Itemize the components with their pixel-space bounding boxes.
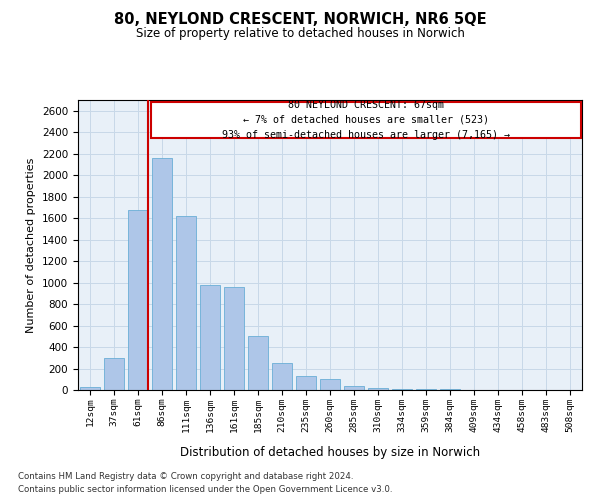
Bar (344, 386, 364, 390)
Bar (368, 388, 388, 390)
Text: 80 NEYLOND CRESCENT: 67sqm
← 7% of detached houses are smaller (523)
93% of semi: 80 NEYLOND CRESCENT: 67sqm ← 7% of detac… (222, 100, 510, 140)
Y-axis label: Number of detached properties: Number of detached properties (26, 158, 37, 332)
Text: Distribution of detached houses by size in Norwich: Distribution of detached houses by size … (180, 446, 480, 459)
Bar (392, 389, 412, 390)
Text: Contains HM Land Registry data © Crown copyright and database right 2024.: Contains HM Land Registry data © Crown c… (18, 472, 353, 481)
Bar (80, 387, 100, 390)
Bar (176, 216, 196, 390)
Text: 80, NEYLOND CRESCENT, NORWICH, NR6 5QE: 80, NEYLOND CRESCENT, NORWICH, NR6 5QE (113, 12, 487, 28)
Bar (224, 287, 244, 390)
Bar (320, 380, 340, 390)
Bar (128, 210, 148, 390)
Bar (200, 284, 220, 390)
Bar (272, 362, 292, 390)
Bar (152, 158, 172, 390)
Bar (296, 376, 316, 390)
Text: Contains public sector information licensed under the Open Government Licence v3: Contains public sector information licen… (18, 485, 392, 494)
FancyBboxPatch shape (151, 102, 581, 138)
Text: Size of property relative to detached houses in Norwich: Size of property relative to detached ho… (136, 28, 464, 40)
Bar (248, 336, 268, 390)
Bar (104, 358, 124, 390)
